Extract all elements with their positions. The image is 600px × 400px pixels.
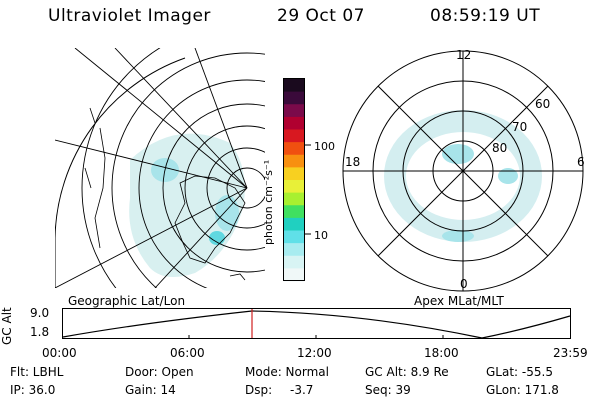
timeline-y-tick-min: 1.8 (30, 325, 50, 339)
timeline-x-tick-2359: 23:59 (553, 346, 588, 360)
gc-altitude-curve (62, 310, 571, 339)
colorbar-tick-100: 100 (314, 140, 335, 153)
mlat-label-80: 80 (492, 141, 508, 155)
colorbar (283, 78, 311, 282)
colorbar-swatch (284, 116, 304, 131)
colorbar-unit-label: photon cm⁻²s⁻¹ (262, 159, 275, 245)
mlt-label-12: 12 (456, 48, 472, 62)
left-panel-caption: Geographic Lat/Lon (68, 294, 186, 308)
colorbar-swatch (284, 205, 304, 219)
aurora-patch (442, 144, 474, 164)
colorbar-swatch (284, 167, 304, 181)
time-label: 08:59:19 UT (430, 6, 541, 26)
colorbar-swatch (284, 217, 304, 232)
colorbar-swatch (284, 268, 304, 282)
date-label: 29 Oct 07 (277, 6, 365, 26)
aurora-patch (498, 168, 518, 184)
glat-info: GLat: -55.5 (486, 365, 553, 379)
timeline-y-label: GC Alt (0, 307, 14, 345)
colorbar-swatch (284, 142, 304, 156)
polar-mlat-mlt-plot (342, 50, 584, 292)
mlat-label-60: 60 (535, 97, 551, 111)
colorbar-swatch (284, 255, 304, 269)
colorbar-tick-10: 10 (314, 229, 328, 242)
timeline-x-tick-1800: 18:00 (424, 346, 459, 360)
colorbar-swatch (284, 79, 304, 93)
timeline-x-tick-0600: 06:00 (170, 346, 205, 360)
timeline-y-tick-max: 9.0 (30, 306, 50, 320)
colorbar-swatch (284, 230, 304, 244)
colorbar-swatch (284, 129, 304, 143)
geographic-map (55, 48, 265, 288)
mode-info: Mode: Normal (245, 365, 329, 379)
colorbar-swatch (284, 180, 304, 194)
dsp-value: -3.7 (290, 383, 314, 397)
mlt-label-18: 18 (345, 155, 361, 169)
gc-alt-info: GC Alt: 8.9 Re (365, 365, 449, 379)
colorbar-swatch (284, 243, 304, 257)
seq-info: Seq: 39 (365, 383, 411, 397)
timeline-x-tick-1200: 12:00 (297, 346, 332, 360)
mlt-label-0: 0 (460, 277, 468, 291)
dsp-label: Dsp: (245, 383, 273, 397)
ip-info: IP: 36.0 (10, 383, 56, 397)
glon-info: GLon: 171.8 (486, 383, 559, 397)
timeline-x-tick-0000: 00:00 (42, 346, 77, 360)
colorbar-swatch (284, 104, 304, 118)
aurora-patch (442, 230, 474, 242)
door-info: Door: Open (125, 365, 194, 379)
instrument-title: Ultraviolet Imager (48, 6, 211, 26)
gain-info: Gain: 14 (125, 383, 176, 397)
aurora-patch (215, 195, 239, 231)
right-panel-caption: Apex MLat/MLT (414, 294, 504, 308)
colorbar-swatch (284, 192, 304, 206)
colorbar-swatch (284, 154, 304, 168)
orbit-timeline-plot (62, 308, 571, 339)
filter-info: Flt: LBHL (10, 365, 64, 379)
colorbar-swatch (284, 91, 304, 105)
mlt-label-6: 6 (577, 155, 585, 169)
mlat-label-70: 70 (512, 120, 528, 134)
geographic-map-boundary (55, 57, 186, 288)
